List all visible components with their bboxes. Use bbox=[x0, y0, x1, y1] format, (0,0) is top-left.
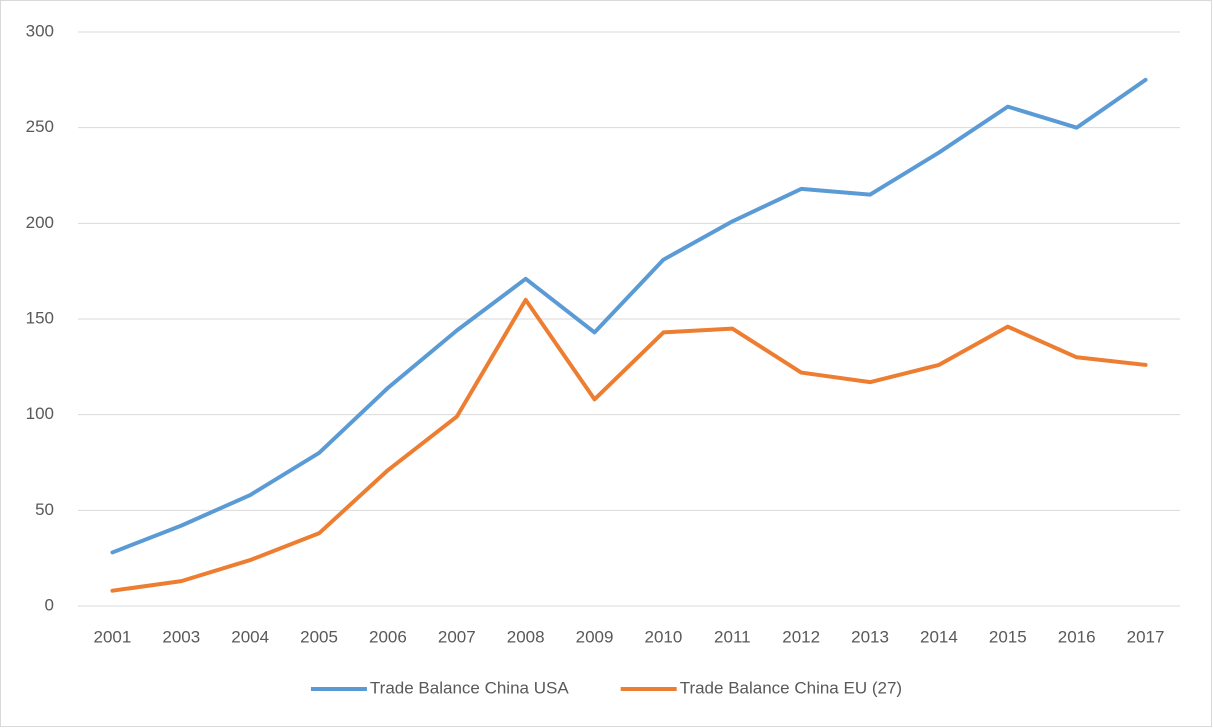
x-tick-label: 2012 bbox=[782, 627, 820, 646]
x-tick-label: 2007 bbox=[438, 627, 476, 646]
y-tick-label: 100 bbox=[26, 404, 54, 423]
y-tick-label: 50 bbox=[35, 500, 54, 519]
y-tick-label: 0 bbox=[45, 595, 54, 614]
x-tick-label: 2005 bbox=[300, 627, 338, 646]
x-tick-label: 2006 bbox=[369, 627, 407, 646]
y-tick-label: 300 bbox=[26, 21, 54, 40]
x-tick-label: 2014 bbox=[920, 627, 958, 646]
x-tick-label: 2015 bbox=[989, 627, 1027, 646]
x-tick-label: 2009 bbox=[576, 627, 614, 646]
y-tick-label: 150 bbox=[26, 308, 54, 327]
y-tick-label: 250 bbox=[26, 117, 54, 136]
x-tick-label: 2013 bbox=[851, 627, 889, 646]
legend-label: Trade Balance China USA bbox=[370, 678, 569, 697]
data-line bbox=[110, 77, 1148, 555]
data-line bbox=[110, 297, 1148, 593]
x-tick-label: 2001 bbox=[94, 627, 132, 646]
x-tick-label: 2003 bbox=[162, 627, 200, 646]
x-tick-label: 2016 bbox=[1058, 627, 1096, 646]
legend-label: Trade Balance China EU (27) bbox=[680, 678, 902, 697]
x-tick-label: 2008 bbox=[507, 627, 545, 646]
x-tick-label: 2004 bbox=[231, 627, 269, 646]
x-tick-label: 2011 bbox=[714, 627, 751, 646]
x-tick-label: 2010 bbox=[645, 627, 683, 646]
y-tick-label: 200 bbox=[26, 213, 54, 232]
x-tick-label: 2017 bbox=[1127, 627, 1165, 646]
